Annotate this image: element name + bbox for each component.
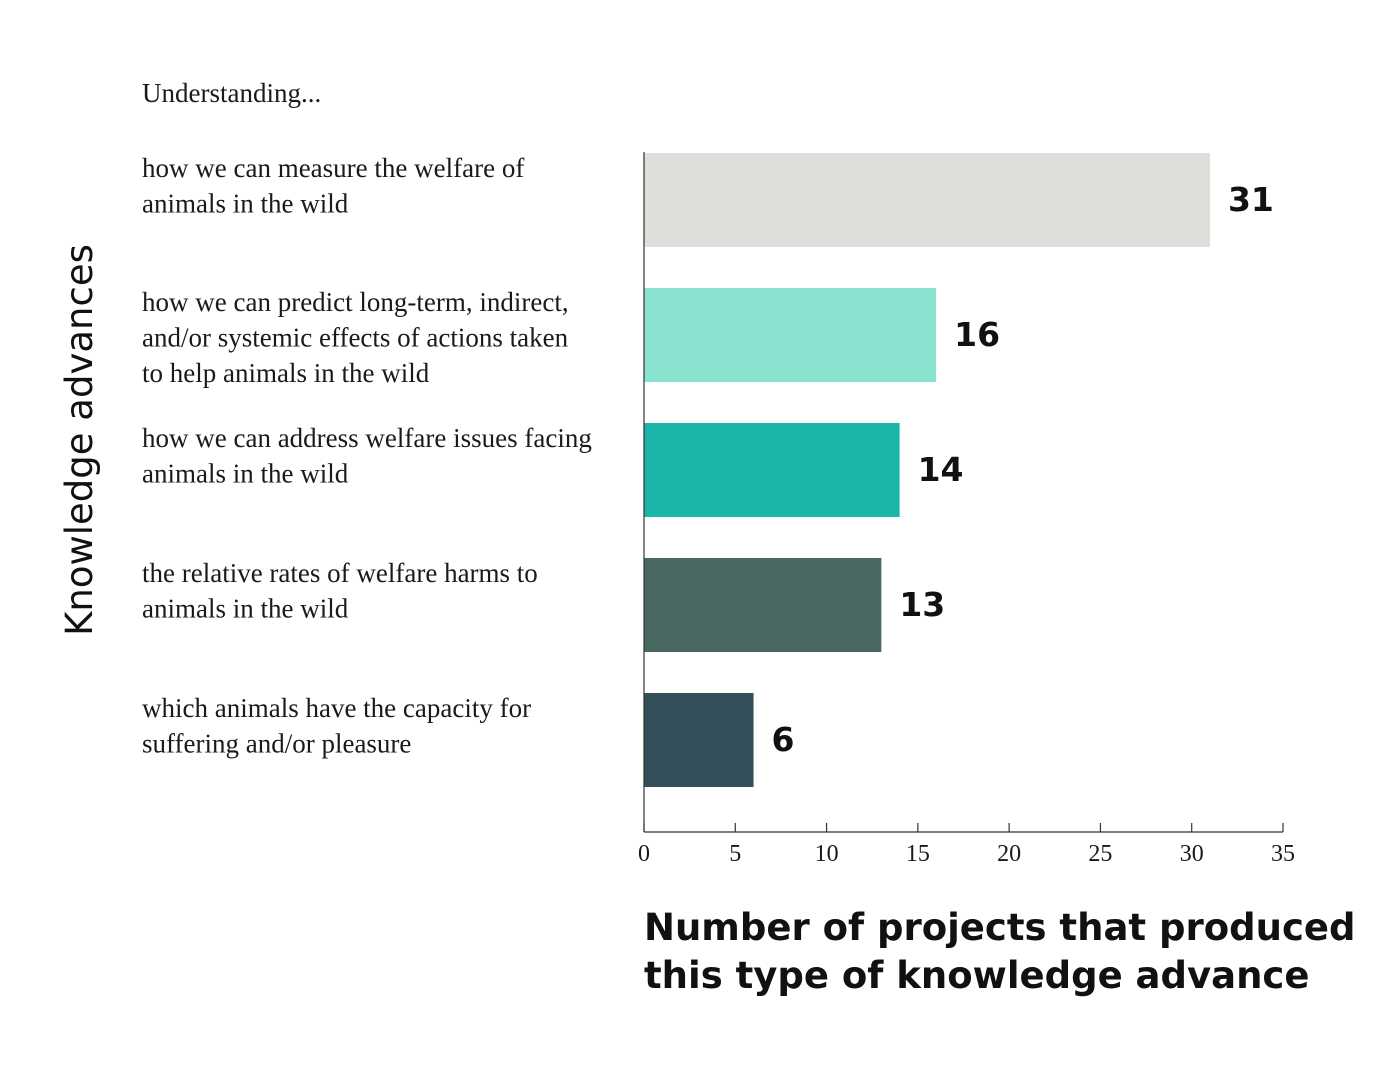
value-label: 14	[918, 450, 964, 489]
category-label: how we can measure the welfare of animals…	[142, 153, 524, 219]
bars	[644, 153, 1210, 787]
bar	[644, 423, 900, 517]
y-axis-title: Knowledge advances	[58, 244, 101, 636]
category-labels: how we can measure the welfare of animals…	[142, 153, 592, 759]
x-tick-label: 0	[638, 841, 650, 867]
x-tick-label: 30	[1180, 841, 1204, 867]
chart-header: Understanding...	[142, 78, 321, 108]
bar	[644, 558, 882, 652]
value-label: 6	[772, 720, 795, 759]
category-label: how we can predict long-term, indirect, a…	[142, 287, 569, 388]
bar	[644, 153, 1210, 247]
x-axis-title: Number of projects that produced this typ…	[644, 906, 1355, 997]
x-tick-label: 15	[906, 841, 930, 867]
category-label: the relative rates of welfare harms to an…	[142, 558, 538, 624]
x-tick-label: 20	[997, 841, 1021, 867]
x-tick-label: 35	[1271, 841, 1295, 867]
value-labels: 31 16 14 13 6	[772, 180, 1274, 759]
bar	[644, 288, 937, 382]
bar	[644, 693, 754, 787]
x-axis-ticks: 0 5 10 15 20 25 30 35	[638, 823, 1295, 867]
value-label: 13	[899, 585, 945, 624]
value-label: 31	[1228, 180, 1274, 219]
x-tick-label: 5	[729, 841, 741, 867]
x-tick-label: 25	[1088, 841, 1112, 867]
value-label: 16	[954, 315, 1000, 354]
x-tick-label: 10	[815, 841, 839, 867]
category-label: how we can address welfare issues facing…	[142, 423, 592, 489]
category-label: which animals have the capacity for suffe…	[142, 693, 531, 759]
